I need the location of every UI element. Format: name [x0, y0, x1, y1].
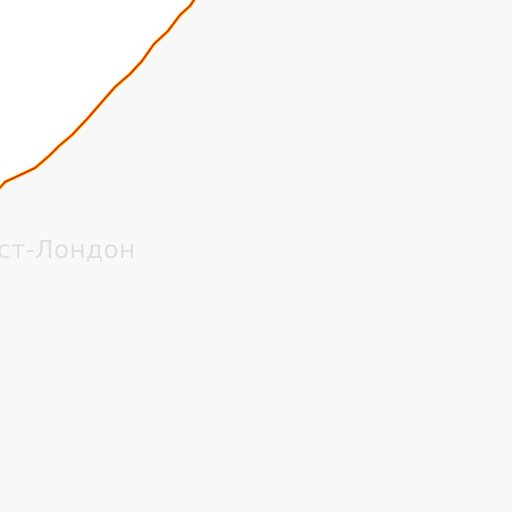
- land-area: [0, 0, 194, 188]
- route-line-shadow: [0, 0, 196, 190]
- route-line[interactable]: [0, 0, 195, 189]
